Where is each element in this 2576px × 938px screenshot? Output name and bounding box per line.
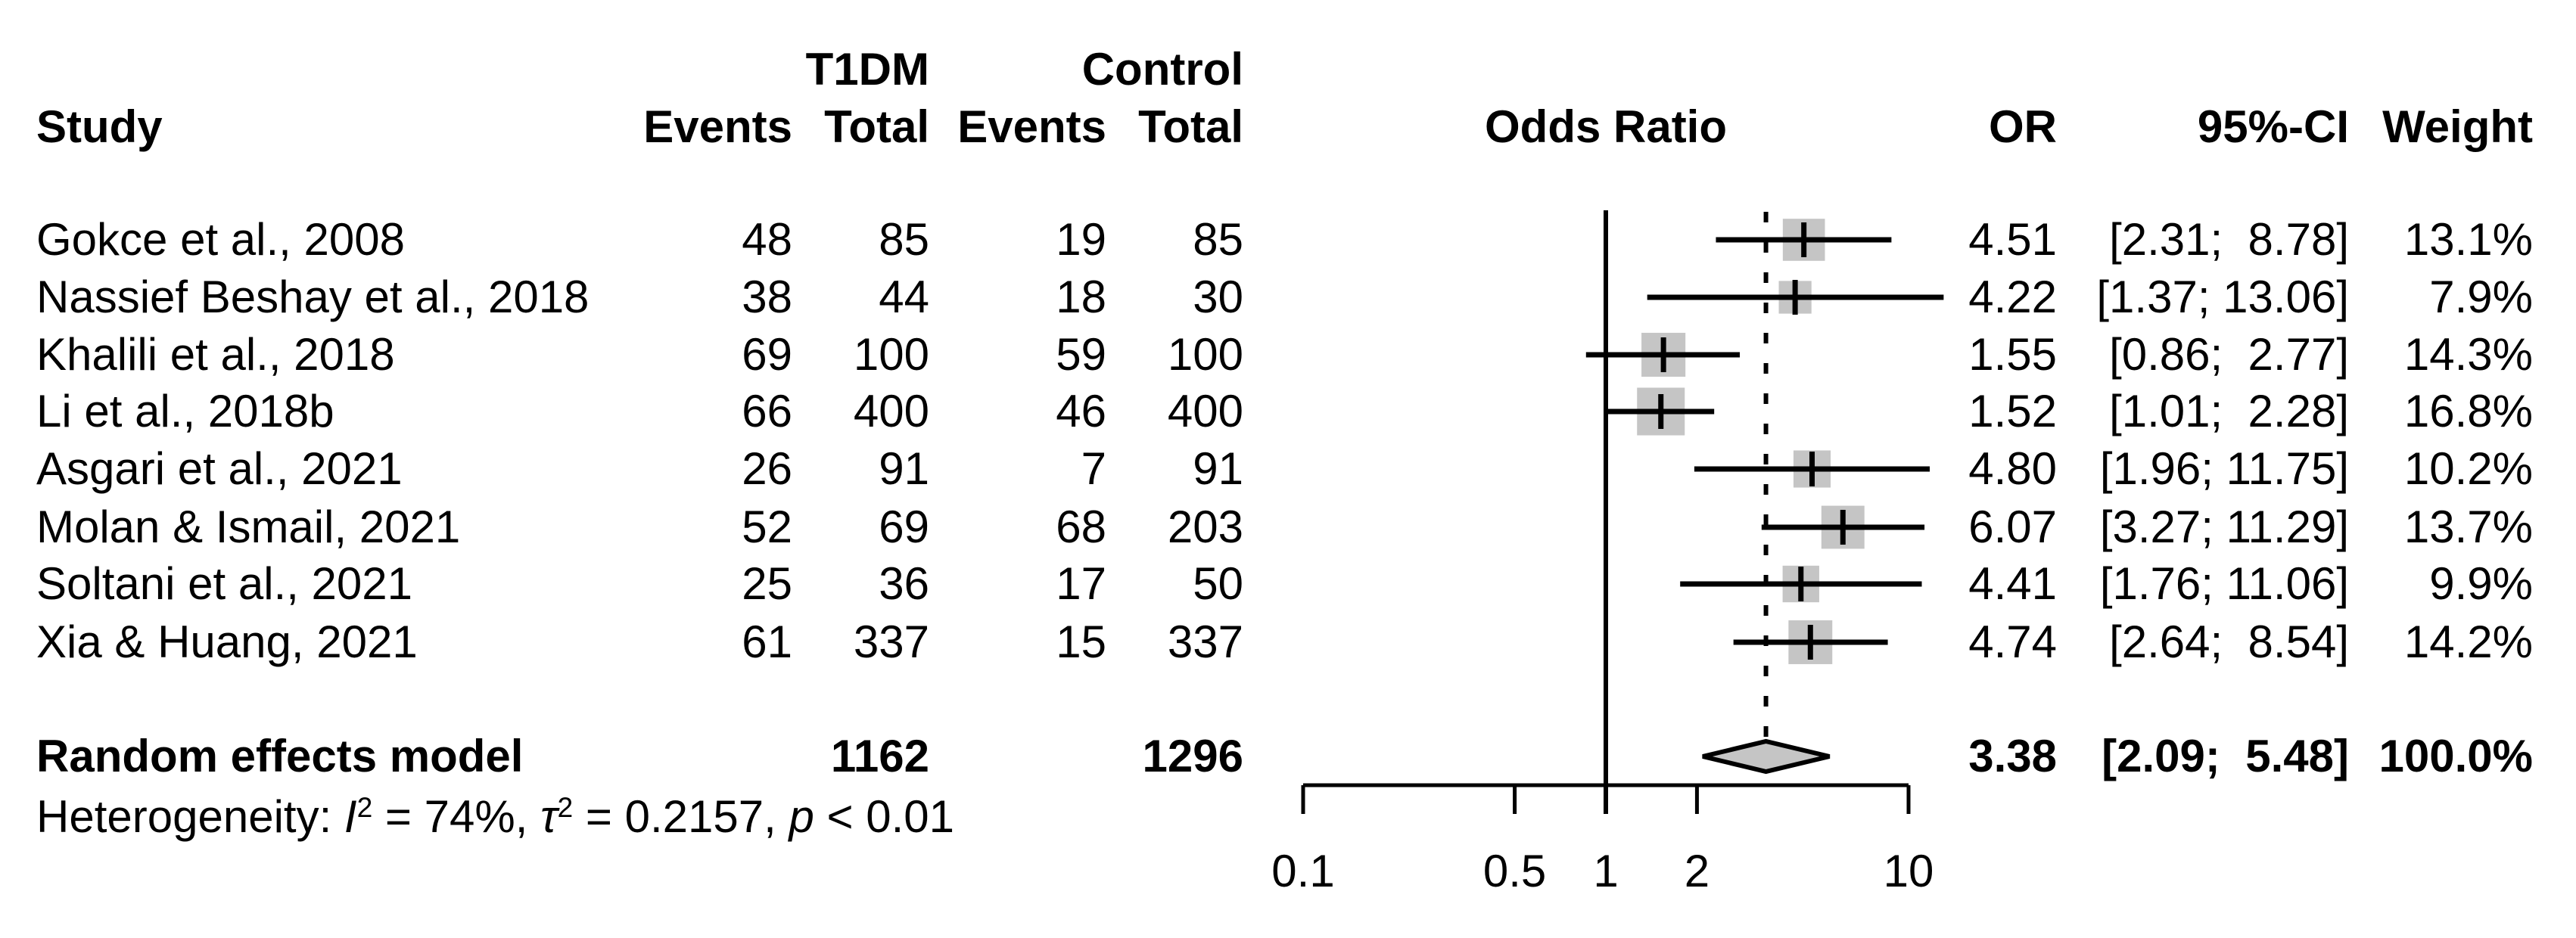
weight-value: 16.8% — [2403, 386, 2533, 436]
total1-value: 85 — [879, 214, 929, 265]
study-label: Li et al., 2018b — [36, 386, 334, 436]
total1-value: 69 — [879, 502, 929, 552]
events2-value: 19 — [1056, 214, 1106, 265]
study-label: Soltani et al., 2021 — [36, 558, 413, 609]
events1-value: 26 — [742, 443, 792, 494]
total1-value: 91 — [879, 443, 929, 494]
ci-value: [1.37; 13.06] — [2096, 272, 2349, 322]
ci-value: [1.96; 11.75] — [2099, 443, 2349, 494]
pooled-or: 3.38 — [1968, 731, 2057, 781]
total1-value: 44 — [879, 272, 929, 322]
study-label: Gokce et al., 2008 — [36, 214, 405, 265]
total1-value: 400 — [853, 386, 929, 436]
axis-tick-label: 0.5 — [1482, 846, 1547, 896]
total1-value: 337 — [853, 617, 929, 667]
events2-value: 59 — [1056, 329, 1106, 380]
events1-value: 61 — [742, 617, 792, 667]
events1-value: 66 — [742, 386, 792, 436]
study-label: Asgari et al., 2021 — [36, 443, 403, 494]
study-label: Nassief Beshay et al., 2018 — [36, 272, 590, 322]
events2-value: 46 — [1056, 386, 1106, 436]
events2-value: 18 — [1056, 272, 1106, 322]
column-header-or: OR — [1989, 101, 2057, 152]
or-value: 4.51 — [1968, 214, 2057, 265]
weight-value: 13.1% — [2403, 214, 2533, 265]
total1-value: 100 — [853, 329, 929, 380]
or-value: 6.07 — [1968, 502, 2057, 552]
ci-value: [0.86; 2.77] — [2109, 329, 2349, 380]
study-label: Xia & Huang, 2021 — [36, 617, 418, 667]
events2-value: 68 — [1056, 502, 1106, 552]
ci-value: [1.01; 2.28] — [2109, 386, 2349, 436]
ci-value: [2.31; 8.78] — [2109, 214, 2349, 265]
events1-value: 48 — [742, 214, 792, 265]
group2-label: Control — [1081, 44, 1243, 95]
events1-value: 25 — [742, 558, 792, 609]
study-label: Molan & Ismail, 2021 — [36, 502, 461, 552]
column-header-events1: Events — [643, 101, 792, 152]
axis-tick-label: 10 — [1883, 846, 1934, 896]
axis-tick-label: 1 — [1593, 846, 1619, 896]
group1-label: T1DM — [805, 44, 929, 95]
column-header-weight: Weight — [2382, 101, 2533, 152]
total2-value: 30 — [1193, 272, 1243, 322]
ci-value: [3.27; 11.29] — [2099, 502, 2349, 552]
weight-value: 14.2% — [2403, 617, 2533, 667]
heterogeneity-note: Heterogeneity: I2 = 74%, τ2 = 0.2157, p … — [36, 790, 954, 842]
pooled-total1: 1162 — [830, 731, 929, 781]
total1-value: 36 — [879, 558, 929, 609]
events2-value: 17 — [1056, 558, 1106, 609]
weight-value: 13.7% — [2403, 502, 2533, 552]
axis-tick-label: 2 — [1684, 846, 1710, 896]
weight-value: 9.9% — [2429, 558, 2533, 609]
events1-value: 52 — [742, 502, 792, 552]
events1-value: 38 — [742, 272, 792, 322]
total2-value: 50 — [1193, 558, 1243, 609]
pooled-label: Random effects model — [36, 731, 524, 781]
study-label: Khalili et al., 2018 — [36, 329, 395, 380]
pooled-diamond — [1702, 738, 1831, 775]
ci-value: [2.64; 8.54] — [2109, 617, 2349, 667]
ci-value: [1.76; 11.06] — [2099, 558, 2349, 609]
axis-tick-label: 0.1 — [1271, 846, 1335, 896]
events1-value: 69 — [742, 329, 792, 380]
total2-value: 85 — [1193, 214, 1243, 265]
column-header-ci: 95%-CI — [2197, 101, 2349, 152]
pooled-ci: [2.09; 5.48] — [2102, 731, 2349, 781]
weight-value: 7.9% — [2429, 272, 2533, 322]
or-value: 4.74 — [1968, 617, 2057, 667]
or-value: 4.41 — [1968, 558, 2057, 609]
plot-title: Odds Ratio — [1484, 101, 1728, 152]
total2-value: 203 — [1167, 502, 1243, 552]
weight-value: 14.3% — [2403, 329, 2533, 380]
or-value: 1.52 — [1968, 386, 2057, 436]
total2-value: 100 — [1167, 329, 1243, 380]
total2-value: 91 — [1193, 443, 1243, 494]
column-header-study: Study — [36, 101, 163, 152]
or-value: 4.22 — [1968, 272, 2057, 322]
or-value: 4.80 — [1968, 443, 2057, 494]
total2-value: 337 — [1167, 617, 1243, 667]
events2-value: 15 — [1056, 617, 1106, 667]
or-value: 1.55 — [1968, 329, 2057, 380]
column-header-events2: Events — [957, 101, 1106, 152]
events2-value: 7 — [1081, 443, 1106, 494]
column-header-total1: Total — [824, 101, 929, 152]
column-header-total2: Total — [1138, 101, 1243, 152]
pooled-total2: 1296 — [1142, 731, 1243, 781]
total2-value: 400 — [1167, 386, 1243, 436]
weight-value: 10.2% — [2403, 443, 2533, 494]
pooled-weight: 100.0% — [2378, 731, 2534, 781]
